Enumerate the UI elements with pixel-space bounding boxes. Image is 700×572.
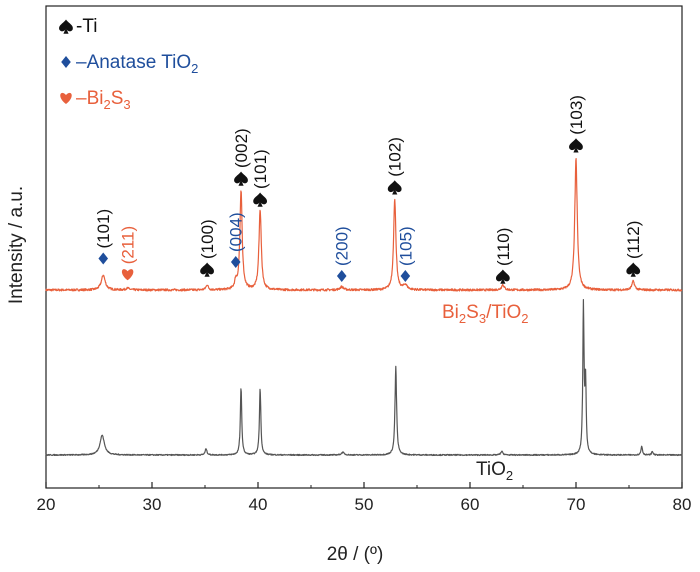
spade-icon xyxy=(59,19,73,32)
peak-annotation: (102) xyxy=(386,137,405,195)
spade-icon xyxy=(626,262,641,275)
peak-label: (101) xyxy=(251,149,270,189)
y-axis-title: Intensity / a.u. xyxy=(6,186,27,304)
peak-label: (101) xyxy=(94,209,113,249)
peak-label: (112) xyxy=(624,221,643,259)
spade-stem-icon xyxy=(257,200,263,207)
series-layer xyxy=(45,158,683,457)
peak-label: (211) xyxy=(119,226,138,264)
peak-label: (105) xyxy=(396,226,415,266)
series-line-tio2 xyxy=(45,299,683,457)
spade-icon xyxy=(200,262,215,275)
legend-item: –Anatase TiO2 xyxy=(61,52,198,76)
peak-annotation: (004) xyxy=(227,212,246,268)
legend-item: -Ti xyxy=(59,16,97,37)
peak-annotation: (110) xyxy=(494,228,513,284)
x-axis-title: 2θ / (º) xyxy=(327,544,384,565)
diamond-icon xyxy=(336,270,347,282)
legend-label: –Bi2S3 xyxy=(76,88,131,112)
series-labels: Bi2S3/TiO2 TiO2 xyxy=(442,302,528,483)
peak-annotation: (105) xyxy=(396,226,415,282)
spade-stem-icon xyxy=(63,27,69,34)
series-label: TiO2 xyxy=(476,459,513,483)
peak-annotation: (200) xyxy=(333,226,352,282)
spade-stem-icon xyxy=(573,146,579,153)
x-axis-ticks: 20 30 40 50 60 70 80 xyxy=(37,482,692,514)
series-line-bi2s3-tio2 xyxy=(45,158,683,292)
peak-annotation: (002) xyxy=(232,128,251,186)
legend-item: –Bi2S3 xyxy=(60,88,131,112)
heart-icon xyxy=(121,269,134,281)
series-label: Bi2S3/TiO2 xyxy=(442,302,528,326)
peak-annotation: (112) xyxy=(624,221,643,277)
spade-stem-icon xyxy=(392,188,398,195)
peak-label: (200) xyxy=(333,226,352,266)
spade-icon xyxy=(253,192,268,205)
peak-annotation: (103) xyxy=(567,95,586,153)
legend-label: –Anatase TiO2 xyxy=(76,52,198,76)
heart-icon xyxy=(60,92,72,104)
spade-icon xyxy=(387,180,402,193)
x-tick-label: 60 xyxy=(461,495,480,514)
diamond-icon xyxy=(98,252,109,265)
spade-icon xyxy=(569,138,583,151)
spade-stem-icon xyxy=(500,277,506,284)
diamond-icon xyxy=(400,270,411,282)
x-tick-label: 70 xyxy=(567,495,586,514)
peak-label: (102) xyxy=(386,137,405,177)
peak-annotations: (101) (211) (100) (004)(002)(101)(200)(102)… xyxy=(94,95,643,284)
x-tick-label: 30 xyxy=(143,495,162,514)
x-tick-label: 50 xyxy=(355,495,374,514)
x-tick-label: 80 xyxy=(673,495,692,514)
legend-label: -Ti xyxy=(76,16,97,37)
peak-label: (004) xyxy=(227,212,246,252)
diamond-icon xyxy=(230,256,241,268)
legend: -Ti –Anatase TiO2 –Bi2S3 xyxy=(59,16,198,112)
spade-stem-icon xyxy=(238,179,244,186)
peak-annotation: (101) xyxy=(94,209,113,265)
peak-label: (103) xyxy=(567,95,586,135)
x-tick-label: 20 xyxy=(37,495,56,514)
peak-label: (110) xyxy=(494,228,513,266)
peak-annotation: (101) xyxy=(251,149,270,207)
diamond-icon xyxy=(61,56,71,68)
peak-label: (100) xyxy=(198,219,217,259)
peak-annotation: (211) xyxy=(119,226,138,281)
spade-icon xyxy=(234,171,248,184)
x-tick-label: 40 xyxy=(249,495,268,514)
spade-stem-icon xyxy=(630,270,636,277)
peak-annotation: (100) xyxy=(198,219,217,277)
spade-icon xyxy=(495,269,510,282)
peak-label: (002) xyxy=(232,128,251,168)
spade-stem-icon xyxy=(204,270,210,277)
